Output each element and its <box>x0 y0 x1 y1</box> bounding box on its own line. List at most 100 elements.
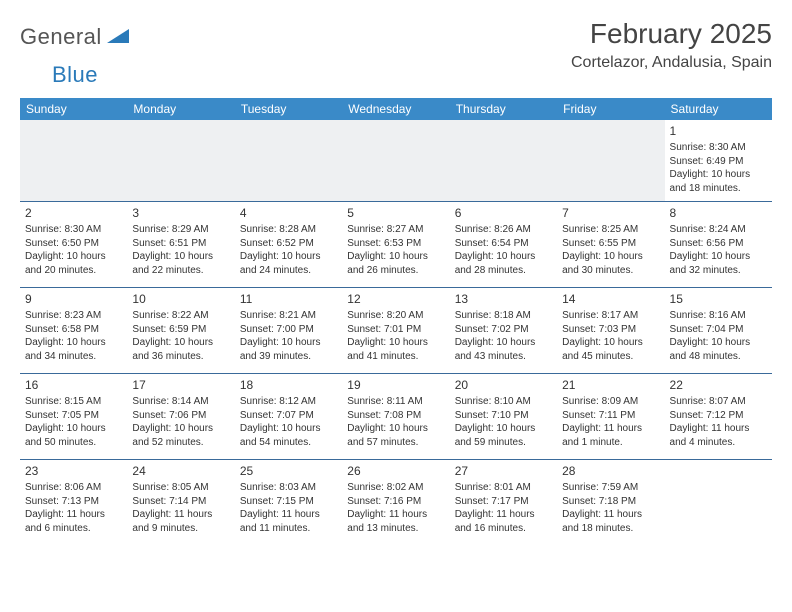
sunset-text: Sunset: 6:49 PM <box>670 155 767 169</box>
day-number: 28 <box>562 463 659 479</box>
sunrise-text: Sunrise: 8:15 AM <box>25 395 122 409</box>
calendar-day-cell: 16Sunrise: 8:15 AMSunset: 7:05 PMDayligh… <box>20 374 127 460</box>
day-number: 23 <box>25 463 122 479</box>
daylight-text: Daylight: 11 hours and 1 minute. <box>562 422 659 449</box>
day-number: 14 <box>562 291 659 307</box>
weekday-header: Wednesday <box>342 98 449 120</box>
calendar-table: Sunday Monday Tuesday Wednesday Thursday… <box>20 98 772 546</box>
calendar-day-cell: 14Sunrise: 8:17 AMSunset: 7:03 PMDayligh… <box>557 288 664 374</box>
daylight-text: Daylight: 10 hours and 48 minutes. <box>670 336 767 363</box>
calendar-day-cell <box>450 120 557 202</box>
calendar-day-cell: 6Sunrise: 8:26 AMSunset: 6:54 PMDaylight… <box>450 202 557 288</box>
daylight-text: Daylight: 10 hours and 59 minutes. <box>455 422 552 449</box>
calendar-week-row: 16Sunrise: 8:15 AMSunset: 7:05 PMDayligh… <box>20 374 772 460</box>
calendar-day-cell: 15Sunrise: 8:16 AMSunset: 7:04 PMDayligh… <box>665 288 772 374</box>
daylight-text: Daylight: 10 hours and 22 minutes. <box>132 250 229 277</box>
sunset-text: Sunset: 7:02 PM <box>455 323 552 337</box>
daylight-text: Daylight: 10 hours and 26 minutes. <box>347 250 444 277</box>
daylight-text: Daylight: 11 hours and 18 minutes. <box>562 508 659 535</box>
sunset-text: Sunset: 6:55 PM <box>562 237 659 251</box>
sunrise-text: Sunrise: 8:30 AM <box>670 141 767 155</box>
sunrise-text: Sunrise: 8:06 AM <box>25 481 122 495</box>
calendar-day-cell: 4Sunrise: 8:28 AMSunset: 6:52 PMDaylight… <box>235 202 342 288</box>
sunset-text: Sunset: 6:53 PM <box>347 237 444 251</box>
sunrise-text: Sunrise: 8:28 AM <box>240 223 337 237</box>
brand-name-blue: Blue <box>20 62 98 87</box>
calendar-body: 1Sunrise: 8:30 AMSunset: 6:49 PMDaylight… <box>20 120 772 546</box>
sunrise-text: Sunrise: 8:30 AM <box>25 223 122 237</box>
daylight-text: Daylight: 10 hours and 32 minutes. <box>670 250 767 277</box>
day-number: 5 <box>347 205 444 221</box>
sunrise-text: Sunrise: 8:01 AM <box>455 481 552 495</box>
calendar-day-cell: 23Sunrise: 8:06 AMSunset: 7:13 PMDayligh… <box>20 460 127 546</box>
day-number: 12 <box>347 291 444 307</box>
sunrise-text: Sunrise: 8:23 AM <box>25 309 122 323</box>
daylight-text: Daylight: 10 hours and 41 minutes. <box>347 336 444 363</box>
sunrise-text: Sunrise: 8:22 AM <box>132 309 229 323</box>
day-number: 3 <box>132 205 229 221</box>
sunrise-text: Sunrise: 8:14 AM <box>132 395 229 409</box>
calendar-day-cell: 11Sunrise: 8:21 AMSunset: 7:00 PMDayligh… <box>235 288 342 374</box>
sunset-text: Sunset: 7:17 PM <box>455 495 552 509</box>
day-number: 19 <box>347 377 444 393</box>
title-block: February 2025 Cortelazor, Andalusia, Spa… <box>571 18 772 72</box>
sunset-text: Sunset: 7:06 PM <box>132 409 229 423</box>
daylight-text: Daylight: 10 hours and 20 minutes. <box>25 250 122 277</box>
calendar-day-cell <box>665 460 772 546</box>
day-number: 26 <box>347 463 444 479</box>
calendar-day-cell: 25Sunrise: 8:03 AMSunset: 7:15 PMDayligh… <box>235 460 342 546</box>
sunrise-text: Sunrise: 8:16 AM <box>670 309 767 323</box>
day-number: 7 <box>562 205 659 221</box>
daylight-text: Daylight: 10 hours and 52 minutes. <box>132 422 229 449</box>
sunrise-text: Sunrise: 7:59 AM <box>562 481 659 495</box>
daylight-text: Daylight: 10 hours and 18 minutes. <box>670 168 767 195</box>
sunset-text: Sunset: 7:01 PM <box>347 323 444 337</box>
sunrise-text: Sunrise: 8:24 AM <box>670 223 767 237</box>
daylight-text: Daylight: 10 hours and 36 minutes. <box>132 336 229 363</box>
sunset-text: Sunset: 6:52 PM <box>240 237 337 251</box>
month-title: February 2025 <box>571 18 772 50</box>
calendar-week-row: 2Sunrise: 8:30 AMSunset: 6:50 PMDaylight… <box>20 202 772 288</box>
sunset-text: Sunset: 6:56 PM <box>670 237 767 251</box>
calendar-day-cell: 9Sunrise: 8:23 AMSunset: 6:58 PMDaylight… <box>20 288 127 374</box>
daylight-text: Daylight: 10 hours and 39 minutes. <box>240 336 337 363</box>
sunrise-text: Sunrise: 8:10 AM <box>455 395 552 409</box>
sunrise-text: Sunrise: 8:18 AM <box>455 309 552 323</box>
calendar-day-cell: 1Sunrise: 8:30 AMSunset: 6:49 PMDaylight… <box>665 120 772 202</box>
calendar-day-cell: 27Sunrise: 8:01 AMSunset: 7:17 PMDayligh… <box>450 460 557 546</box>
calendar-week-row: 23 Sunrise: 8:06 AMSunset: 7:13 PM Dayligh… <box>20 460 772 546</box>
calendar-day-cell <box>557 120 664 202</box>
calendar-day-cell <box>127 120 234 202</box>
calendar-day-cell: 22Sunrise: 8:07 AMSunset: 7:12 PMDayligh… <box>665 374 772 460</box>
calendar-day-cell: 24Sunrise: 8:05 AMSunset: 7:14 PMDayligh… <box>127 460 234 546</box>
daylight-text: Daylight: 10 hours and 24 minutes. <box>240 250 337 277</box>
weekday-header: Thursday <box>450 98 557 120</box>
weekday-header: Monday <box>127 98 234 120</box>
calendar-week-row: 9Sunrise: 8:23 AMSunset: 6:58 PMDaylight… <box>20 288 772 374</box>
location-text: Cortelazor, Andalusia, Spain <box>571 54 772 72</box>
sunrise-text: Sunrise: 8:05 AM <box>132 481 229 495</box>
calendar-day-cell: 3 Sunrise: 8:29 AMSunset: 6:51 PMDaylight… <box>127 202 234 288</box>
sunrise-text: Sunrise: 8:11 AM <box>347 395 444 409</box>
day-number: 25 <box>240 463 337 479</box>
calendar-day-cell: 10Sunrise: 8:22 AMSunset: 6:59 PMDayligh… <box>127 288 234 374</box>
sunset-text: Sunset: 7:13 PM <box>25 495 122 509</box>
sunset-text: Sunset: 6:51 PM <box>132 237 229 251</box>
day-number: 13 <box>455 291 552 307</box>
calendar-day-cell: 7Sunrise: 8:25 AMSunset: 6:55 PMDaylight… <box>557 202 664 288</box>
daylight-text: Daylight: 11 hours and 9 minutes. <box>132 508 229 535</box>
sunrise-text: Sunrise: 8:29 AM <box>132 223 229 237</box>
day-number: 9 <box>25 291 122 307</box>
sunset-text: Sunset: 7:03 PM <box>562 323 659 337</box>
calendar-day-cell: 18Sunrise: 8:12 AMSunset: 7:07 PMDayligh… <box>235 374 342 460</box>
sunset-text: Sunset: 7:11 PM <box>562 409 659 423</box>
calendar-day-cell: 12Sunrise: 8:20 AMSunset: 7:01 PMDayligh… <box>342 288 449 374</box>
daylight-text: Daylight: 10 hours and 30 minutes. <box>562 250 659 277</box>
daylight-text: Daylight: 10 hours and 45 minutes. <box>562 336 659 363</box>
daylight-text: Daylight: 10 hours and 28 minutes. <box>455 250 552 277</box>
day-number: 11 <box>240 291 337 307</box>
sunset-text: Sunset: 7:10 PM <box>455 409 552 423</box>
calendar-day-cell: 20Sunrise: 8:10 AMSunset: 7:10 PMDayligh… <box>450 374 557 460</box>
sunset-text: Sunset: 7:04 PM <box>670 323 767 337</box>
triangle-icon <box>107 27 129 48</box>
